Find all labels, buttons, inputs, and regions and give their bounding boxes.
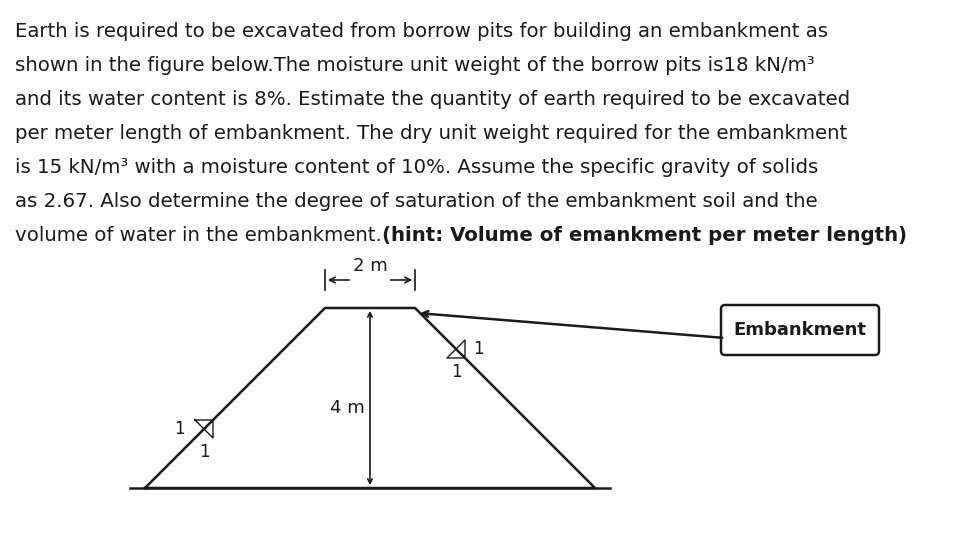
Text: Earth is required to be excavated from borrow pits for building an embankment as: Earth is required to be excavated from b…: [15, 22, 828, 41]
Text: as 2.67. Also determine the degree of saturation of the embankment soil and the: as 2.67. Also determine the degree of sa…: [15, 192, 817, 211]
Text: 1: 1: [175, 420, 185, 438]
Text: (hint: Volume of emankment per meter length): (hint: Volume of emankment per meter len…: [382, 226, 907, 245]
FancyBboxPatch shape: [721, 305, 879, 355]
Text: 2 m: 2 m: [353, 257, 387, 275]
Text: is 15 kN/m³ with a moisture content of 10%. Assume the specific gravity of solid: is 15 kN/m³ with a moisture content of 1…: [15, 158, 818, 177]
Text: 1: 1: [451, 363, 462, 381]
Text: Embankment: Embankment: [733, 321, 867, 339]
Text: 4 m: 4 m: [330, 399, 365, 417]
Text: 1: 1: [473, 340, 484, 358]
Text: volume of water in the embankment.: volume of water in the embankment.: [15, 226, 382, 245]
Text: 1: 1: [199, 443, 210, 461]
Text: shown in the figure below.The moisture unit weight of the borrow pits is18 kN/m³: shown in the figure below.The moisture u…: [15, 56, 814, 75]
Text: per meter length of embankment. The dry unit weight required for the embankment: per meter length of embankment. The dry …: [15, 124, 847, 143]
Text: and its water content is 8%. Estimate the quantity of earth required to be excav: and its water content is 8%. Estimate th…: [15, 90, 850, 109]
